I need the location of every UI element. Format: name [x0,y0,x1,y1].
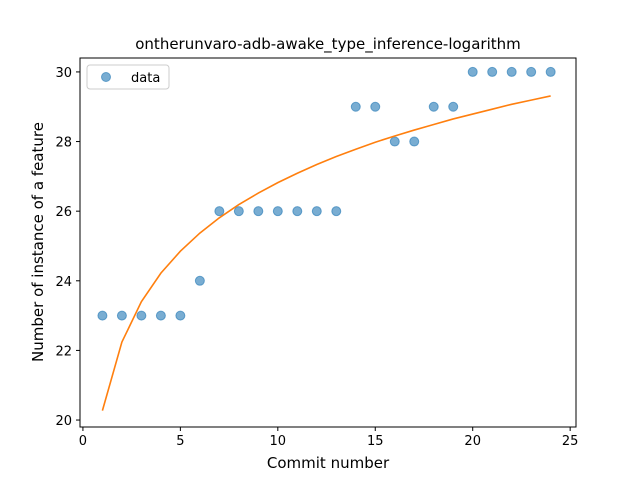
y-axis-label: Number of instance of a feature [29,122,47,362]
data-point [214,206,225,217]
y-tick-label: 30 [55,66,72,81]
legend-marker-data [101,72,111,82]
data-point [272,206,283,217]
data-point [311,206,322,217]
data-point [545,66,556,77]
data-point [467,66,478,77]
x-tick-label: 10 [270,434,287,449]
data-point [116,310,127,321]
data-point [448,101,459,112]
y-tick-label: 24 [55,275,72,290]
data-point [97,310,108,321]
y-axis-ticks: 20 22 24 26 28 30 [55,66,80,429]
x-axis-label: Commit number [267,454,390,472]
x-tick-label: 5 [176,434,184,449]
x-tick-label: 25 [562,434,579,449]
data-point [487,66,498,77]
data-point [155,310,166,321]
data-point [331,206,342,217]
data-point [389,136,400,147]
x-tick-label: 0 [79,434,87,449]
y-tick-label: 22 [55,344,72,359]
axes-frame [79,57,577,428]
data-point [136,310,147,321]
data-point [233,206,244,217]
data-point [370,101,381,112]
data-point [526,66,537,77]
y-tick-label: 28 [55,136,72,151]
data-point [506,66,517,77]
x-axis-ticks: 0 5 10 15 20 25 [79,427,579,449]
chart-title: ontherunvaro-adb-awake_type_inference-lo… [135,35,520,54]
axes: 0 5 10 15 20 25 20 22 24 26 28 30 [55,57,579,449]
plot-area [97,66,556,411]
x-tick-label: 20 [464,434,481,449]
y-tick-label: 20 [55,414,72,429]
data-point [350,101,361,112]
data-point [409,136,420,147]
data-point [194,275,205,286]
data-point [428,101,439,112]
legend: data [86,64,170,90]
data-point [292,206,303,217]
y-tick-label: 26 [55,205,72,220]
data-point [175,310,186,321]
legend-box [86,64,170,90]
x-tick-label: 15 [367,434,384,449]
fit-line [101,95,551,411]
legend-label-data: data [131,71,160,86]
data-point [253,206,264,217]
